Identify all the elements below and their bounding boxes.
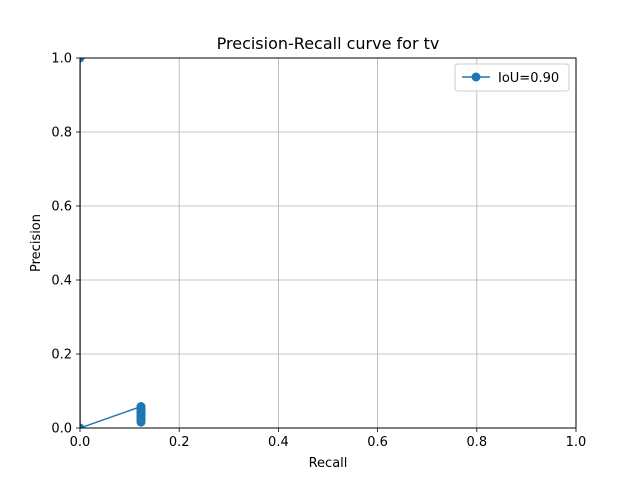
legend-box: [454, 63, 570, 92]
axis-ticks: 0.0 0.2 0.4 0.6 0.8 1.0 0.0 0.2 0.4 0.6 0.8 1.0: [51, 52, 586, 451]
legend-entry-label: IoU=0.90: [498, 71, 559, 86]
legend-marker-icon: [471, 72, 481, 82]
x-tick-label-4: 0.8: [466, 435, 487, 450]
series-group: [80, 58, 146, 428]
y-tick-label-1: 0.2: [51, 348, 72, 363]
chart-title: Precision-Recall curve for tv: [217, 34, 440, 53]
x-tick-label-5: 1.0: [566, 435, 587, 450]
data-point-0-0: [80, 58, 85, 63]
x-axis-label: Recall: [309, 456, 348, 471]
y-tick-label-5: 1.0: [51, 52, 72, 67]
legend: IoU=0.90: [454, 63, 570, 92]
data-point-0-13: [136, 417, 146, 427]
plot-area-frame: [79, 57, 577, 429]
y-tick-label-4: 0.8: [51, 126, 72, 141]
data-layer: [80, 58, 146, 428]
data-point-0-1: [80, 423, 85, 428]
y-tick-label-3: 0.6: [51, 200, 72, 215]
y-tick-label-2: 0.4: [51, 274, 72, 289]
x-tick-label-2: 0.4: [268, 435, 289, 450]
x-tick-label-1: 0.2: [169, 435, 190, 450]
y-tick-label-0: 0.0: [51, 422, 72, 437]
x-tick-label-3: 0.6: [367, 435, 388, 450]
grid: [79, 57, 577, 429]
y-axis-label: Precision: [29, 214, 44, 272]
x-tick-label-0: 0.0: [70, 435, 91, 450]
